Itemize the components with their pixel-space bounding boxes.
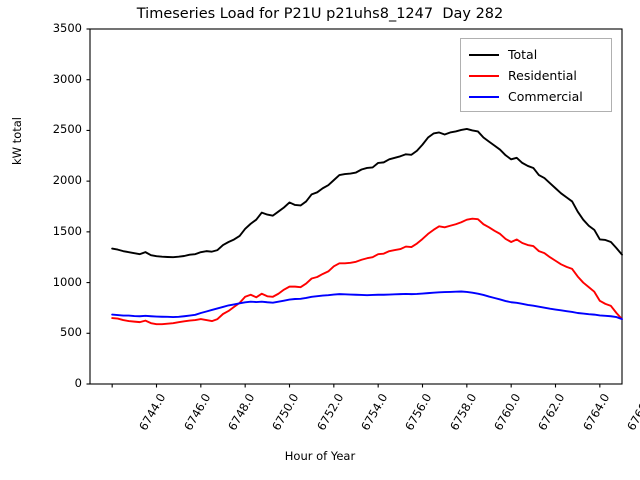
legend-item-commercial[interactable]: Commercial (469, 86, 603, 107)
series-line-residential (111, 217, 623, 326)
tick-marks (86, 28, 601, 388)
series-line-commercial (111, 290, 623, 321)
y-tick-label: 500 (60, 325, 82, 340)
legend-item-total[interactable]: Total (469, 44, 603, 65)
x-axis-label: Hour of Year (284, 449, 356, 463)
y-tick-label: 1000 (52, 274, 82, 289)
chart-title: Timeseries Load for P21U p21uhs8_1247 Da… (136, 6, 504, 22)
plot-border (89, 28, 623, 385)
legend-swatch-residential-icon (469, 74, 499, 77)
legend-swatch-commercial-icon (469, 95, 499, 98)
series-lines (111, 127, 623, 326)
y-tick-label: 3000 (52, 71, 82, 86)
legend-label: Commercial (508, 89, 583, 104)
legend-label: Total (508, 47, 538, 62)
legend-label: Residential (508, 68, 577, 83)
legend-item-residential[interactable]: Residential (469, 65, 603, 86)
y-tick-label: 0 (74, 376, 82, 390)
y-tick-label: 2000 (52, 173, 82, 188)
y-tick-label: 2500 (52, 122, 82, 137)
legend-swatch-total-icon (469, 53, 499, 56)
y-axis-label: kW total (10, 117, 24, 165)
series-line-total (111, 127, 623, 259)
axes-frame (89, 28, 623, 385)
chart-legend: Total Residential Commercial (460, 38, 612, 112)
y-tick-label: 3500 (52, 21, 82, 35)
y-tick-label: 1500 (52, 223, 82, 238)
